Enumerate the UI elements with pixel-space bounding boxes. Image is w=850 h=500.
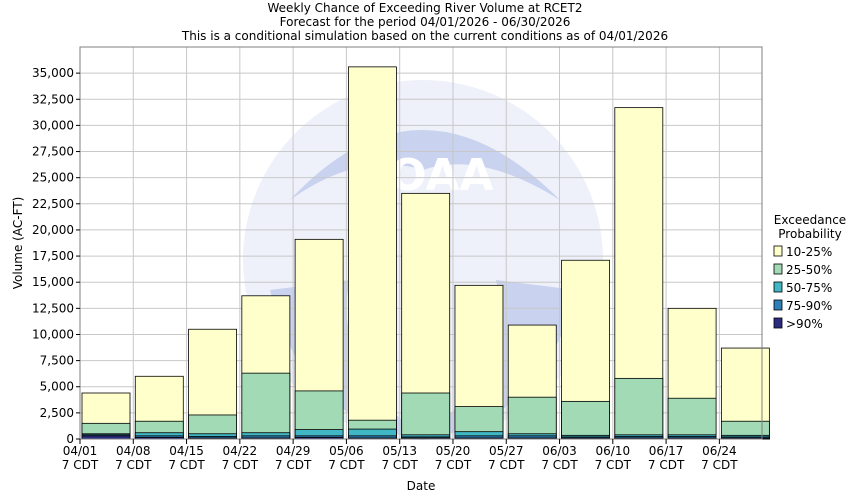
bar-segment xyxy=(401,392,451,440)
x-tick-sublabel: 7 CDT xyxy=(701,458,738,472)
legend-entry-label: >90% xyxy=(786,317,823,331)
legend-swatch xyxy=(773,245,783,257)
bar-segment xyxy=(348,66,397,440)
y-tick-label: 10,000 xyxy=(32,327,74,341)
bar-segment xyxy=(561,400,610,440)
x-tick-sublabel: 7 CDT xyxy=(648,458,685,472)
y-axis-label: Volume (AC-FT) xyxy=(11,197,25,290)
y-tick-label: 15,000 xyxy=(32,275,74,289)
x-tick-label: 06/03 xyxy=(542,444,577,458)
legend: Exceedance Probability 10-25% 25-50% 50-75… xyxy=(773,213,846,331)
y-tick-label: 27,500 xyxy=(32,145,74,159)
y-tick-label: 32,500 xyxy=(32,92,74,106)
y-tick-label: 7,500 xyxy=(40,354,74,368)
y-tick-label: 35,000 xyxy=(32,66,74,80)
y-tick-label: 12,500 xyxy=(32,301,74,315)
x-tick-label: 05/06 xyxy=(329,444,364,458)
y-tick-label: 0 xyxy=(66,432,74,446)
y-axis: 0 2,500 5,000 7,500 10,000 12,500 15,000 17,500… xyxy=(32,66,80,446)
y-tick-label: 22,500 xyxy=(32,197,74,211)
chart-title: Weekly Chance of Exceeding River Volume … xyxy=(268,1,583,15)
x-tick-label: 04/08 xyxy=(116,444,151,458)
legend-entry-label: 25-50% xyxy=(786,263,832,277)
chart-subtitle-1: Forecast for the period 04/01/2026 - 06/… xyxy=(280,15,571,29)
x-tick-sublabel: 7 CDT xyxy=(541,458,578,472)
y-tick-label: 5,000 xyxy=(40,380,74,394)
legend-entry-label: 50-75% xyxy=(786,281,832,295)
y-tick-label: 30,000 xyxy=(32,118,74,132)
y-tick-label: 20,000 xyxy=(32,223,74,237)
x-tick-sublabel: 7 CDT xyxy=(381,458,418,472)
x-tick-sublabel: 7 CDT xyxy=(115,458,152,472)
bar-segment xyxy=(614,377,664,440)
x-tick-label: 06/17 xyxy=(649,444,684,458)
x-tick-sublabel: 7 CDT xyxy=(595,458,632,472)
legend-swatch xyxy=(773,299,783,311)
bar-segment xyxy=(667,397,717,440)
y-tick-label: 2,500 xyxy=(40,406,74,420)
x-tick-label: 04/22 xyxy=(223,444,258,458)
legend-entry-label: 10-25% xyxy=(786,245,832,259)
legend-title-line1: Exceedance xyxy=(774,213,846,227)
x-tick-label: 04/29 xyxy=(276,444,311,458)
x-tick-label: 04/15 xyxy=(169,444,204,458)
bar-segment xyxy=(241,372,291,440)
x-tick-label: 06/10 xyxy=(596,444,631,458)
x-tick-label: 05/13 xyxy=(382,444,417,458)
x-tick-sublabel: 7 CDT xyxy=(275,458,312,472)
legend-swatch xyxy=(773,281,783,293)
x-tick-label: 05/27 xyxy=(489,444,524,458)
bar-segment xyxy=(507,396,557,440)
x-axis-label: Date xyxy=(407,479,436,493)
legend-entry-label: 75-90% xyxy=(786,299,832,313)
chart-subtitle-2: This is a conditional simulation based o… xyxy=(181,29,668,43)
plot-frame xyxy=(79,46,763,440)
y-tick-label: 17,500 xyxy=(32,249,74,263)
x-tick-sublabel: 7 CDT xyxy=(62,458,99,472)
y-tick-label: 25,000 xyxy=(32,171,74,185)
x-tick-sublabel: 7 CDT xyxy=(488,458,525,472)
legend-swatch xyxy=(773,317,783,329)
legend-swatch xyxy=(773,263,783,275)
x-tick-label: 05/20 xyxy=(436,444,471,458)
x-tick-sublabel: 7 CDT xyxy=(435,458,472,472)
x-tick-label: 06/24 xyxy=(702,444,737,458)
legend-title-line2: Probability xyxy=(778,227,841,241)
x-tick-label: 04/01 xyxy=(63,444,98,458)
x-tick-sublabel: 7 CDT xyxy=(168,458,205,472)
x-tick-sublabel: 7 CDT xyxy=(222,458,259,472)
x-tick-sublabel: 7 CDT xyxy=(328,458,365,472)
